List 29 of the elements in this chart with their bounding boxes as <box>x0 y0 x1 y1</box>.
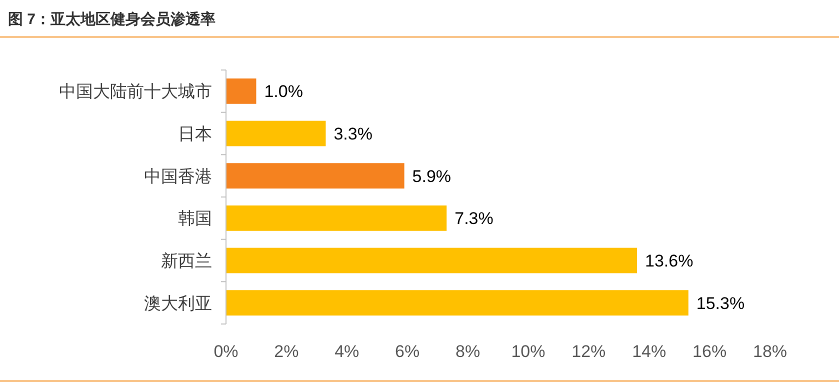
x-tick-label: 16% <box>692 342 727 361</box>
bar <box>226 120 326 146</box>
data-label: 1.0% <box>264 82 303 102</box>
x-tick-label: 6% <box>395 342 420 361</box>
bar <box>226 205 447 231</box>
bar <box>226 248 638 274</box>
bar <box>226 163 404 189</box>
x-tick-label: 0% <box>214 342 238 361</box>
x-tick-label: 2% <box>274 342 299 361</box>
x-tick-label: 4% <box>334 342 360 361</box>
chart-title: 图 7：亚太地区健身会员渗透率 <box>8 10 216 28</box>
y-tick-label: 中国大陆前十大城市 <box>59 82 212 102</box>
bar <box>226 290 688 316</box>
y-tick-label: 澳大利亚 <box>144 294 212 313</box>
x-tick-label: 14% <box>632 342 666 361</box>
y-tick-label: 新西兰 <box>161 252 212 270</box>
data-label: 13.6% <box>645 252 694 270</box>
y-tick-label: 韩国 <box>178 209 212 228</box>
x-tick-label: 12% <box>572 342 606 361</box>
data-label: 3.3% <box>334 124 372 144</box>
data-label: 5.9% <box>412 166 452 186</box>
data-label: 7.3% <box>454 209 494 228</box>
bar <box>226 78 256 104</box>
x-tick-label: 18% <box>752 342 788 361</box>
x-tick-label: 10% <box>511 342 546 361</box>
data-label: 15.3% <box>696 294 745 313</box>
x-tick-label: 8% <box>455 342 480 361</box>
y-tick-label: 中国香港 <box>144 166 212 186</box>
y-tick-label: 日本 <box>178 124 212 144</box>
